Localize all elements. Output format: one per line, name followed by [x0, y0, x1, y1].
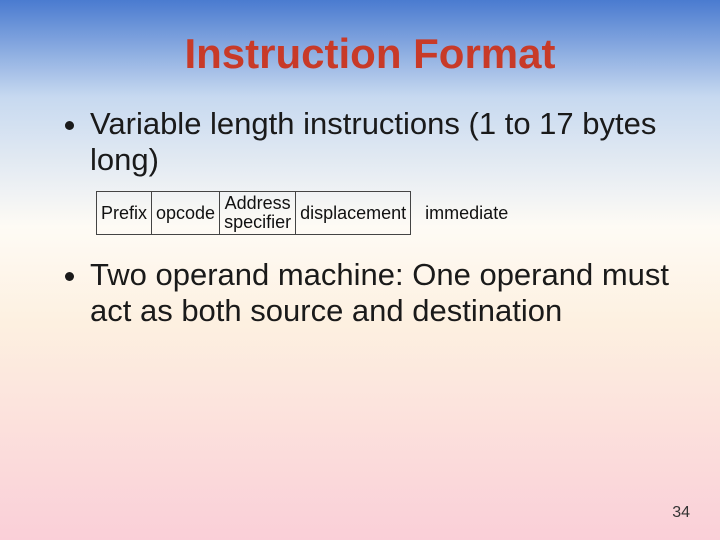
- bullet-list: Variable length instructions (1 to 17 by…: [60, 106, 680, 177]
- cell-immediate: immediate: [411, 192, 513, 235]
- cell-line: specifier: [224, 212, 291, 232]
- bullet-list: Two operand machine: One operand must ac…: [60, 257, 680, 328]
- bullet-item: Two operand machine: One operand must ac…: [90, 257, 680, 328]
- cell-line: Address: [225, 193, 291, 213]
- slide: Instruction Format Variable length instr…: [0, 0, 720, 540]
- table-row: Prefix opcode Address specifier displace…: [97, 192, 513, 235]
- cell-address-specifier: Address specifier: [220, 192, 296, 235]
- instruction-format-table: Prefix opcode Address specifier displace…: [96, 191, 512, 235]
- page-number: 34: [672, 504, 690, 522]
- cell-opcode: opcode: [152, 192, 220, 235]
- instruction-format-row: Prefix opcode Address specifier displace…: [96, 191, 680, 235]
- cell-prefix: Prefix: [97, 192, 152, 235]
- bullet-item: Variable length instructions (1 to 17 by…: [90, 106, 680, 177]
- cell-displacement: displacement: [296, 192, 411, 235]
- slide-title: Instruction Format: [60, 30, 680, 78]
